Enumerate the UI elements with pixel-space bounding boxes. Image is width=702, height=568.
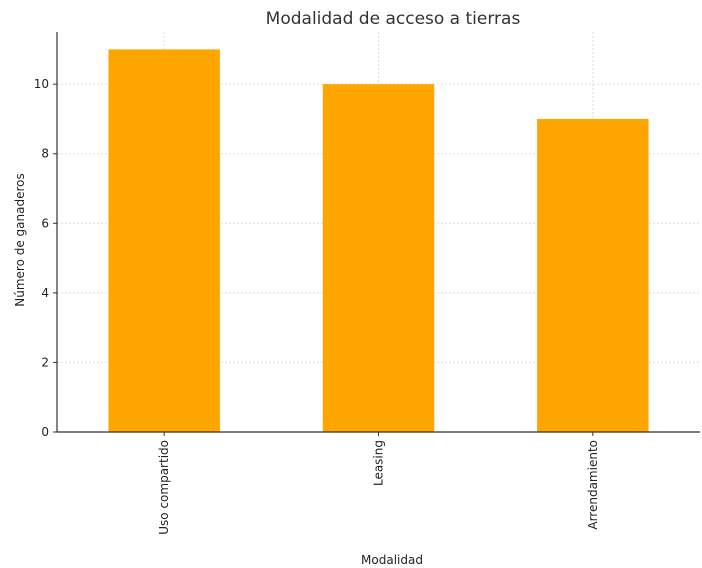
bar [322,84,435,432]
y-tick-label: 8 [41,147,49,161]
y-axis-label: Número de ganaderos [13,173,27,307]
chart-title: Modalidad de acceso a tierras [266,9,521,29]
x-tick-label: Leasing [372,440,386,486]
y-tick-label: 0 [41,425,49,439]
y-tick-label: 2 [41,355,49,369]
x-tick-label: Uso compartido [157,440,171,535]
bar [108,49,220,433]
x-tick-label: Arrendamiento [586,440,600,530]
x-axis-label: Modalidad [361,553,423,567]
y-tick-label: 10 [34,77,49,91]
x-ticks: Uso compartido Leasing Arrendamiento [157,432,600,535]
bars [108,49,649,433]
y-tick-label: 4 [41,286,49,300]
y-ticks: 0 2 4 6 8 10 [34,77,57,439]
bar [537,118,649,433]
y-tick-label: 6 [41,216,49,230]
